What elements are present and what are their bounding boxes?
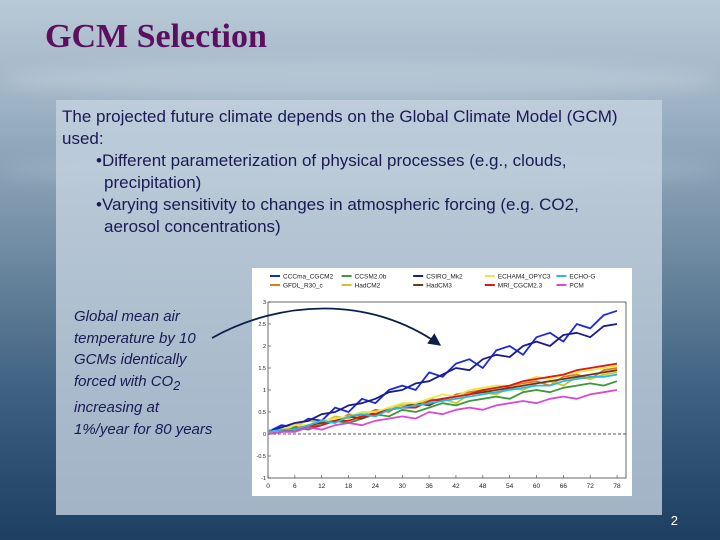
x-tick-label: 30 <box>399 483 407 490</box>
bullet-1-line2: precipitation) <box>104 173 202 192</box>
series-line <box>267 323 618 433</box>
y-tick-label: 0 <box>263 432 266 438</box>
x-tick-label: 66 <box>560 483 568 490</box>
x-tick-label: 54 <box>506 483 514 490</box>
caption-subscript: 2 <box>173 378 181 393</box>
legend-label: CCCma_CGCM2 <box>283 274 334 281</box>
y-tick-label: 3 <box>263 300 266 306</box>
legend-label: CSIRO_Mk2 <box>426 274 463 281</box>
legend-label: ECHAM4_OPYC3 <box>498 274 551 281</box>
legend-label: GFDL_R30_c <box>283 283 323 290</box>
x-tick-label: 42 <box>452 483 460 490</box>
x-tick-label: 6 <box>293 483 297 490</box>
y-tick-label: 1 <box>263 388 266 394</box>
intro-text-block: The projected future climate depends on … <box>62 106 662 238</box>
legend-label: PCM <box>569 283 583 290</box>
legend-label: ECHO-G <box>569 274 595 281</box>
intro-line: The projected future climate depends on … <box>62 107 618 148</box>
page-number: 2 <box>670 513 678 528</box>
chart-svg: -1-0.500.511.522.530 6 12 18 24 30 36 42 48 54 60 6… <box>257 274 627 490</box>
series-line <box>267 389 618 435</box>
temperature-chart: -1 -0.5 0 0.5 1 1.5 2 2.5 3 0 6 12 18 24 30 36 42 48 54 60 6… <box>252 268 632 496</box>
legend-label: CCSM2.0b <box>355 274 387 281</box>
y-tick-label: -0.5 <box>257 454 266 460</box>
series-line <box>267 362 618 435</box>
chart-caption: Global mean air temperature by 10 GCMs i… <box>74 306 214 441</box>
x-tick-label: 78 <box>613 483 621 490</box>
slide-title: GCM Selection <box>45 18 267 55</box>
bullet-2-line2: aerosol concentrations) <box>104 217 281 236</box>
bullet-2-line1: •Varying sensitivity to changes in atmos… <box>96 195 579 214</box>
x-tick-label: 48 <box>479 483 487 490</box>
legend-label: MRI_CGCM2.3 <box>498 283 543 290</box>
x-tick-label: 60 <box>533 483 541 490</box>
x-tick-label: 0 <box>266 483 270 490</box>
x-tick-label: 18 <box>345 483 353 490</box>
legend-label: HadCM3 <box>426 283 452 290</box>
caption-text-end: increasing at 1%/year for 80 years <box>74 399 213 438</box>
legend-label: HadCM2 <box>355 283 381 290</box>
y-tick-label: -1 <box>261 476 266 482</box>
y-tick-label: 0.5 <box>258 410 266 416</box>
y-tick-label: 2.5 <box>258 322 266 328</box>
background-cloud <box>0 60 720 100</box>
series-line <box>267 373 618 433</box>
bullet-1-line1: •Different parameterization of physical … <box>96 151 567 170</box>
x-tick-label: 72 <box>587 483 595 490</box>
x-tick-label: 24 <box>372 483 380 490</box>
x-tick-label: 12 <box>318 483 326 490</box>
x-tick-label: 36 <box>425 483 433 490</box>
y-tick-label: 1.5 <box>258 366 266 372</box>
y-tick-label: 2 <box>263 344 266 350</box>
caption-text: Global mean air temperature by 10 GCMs i… <box>74 308 196 390</box>
